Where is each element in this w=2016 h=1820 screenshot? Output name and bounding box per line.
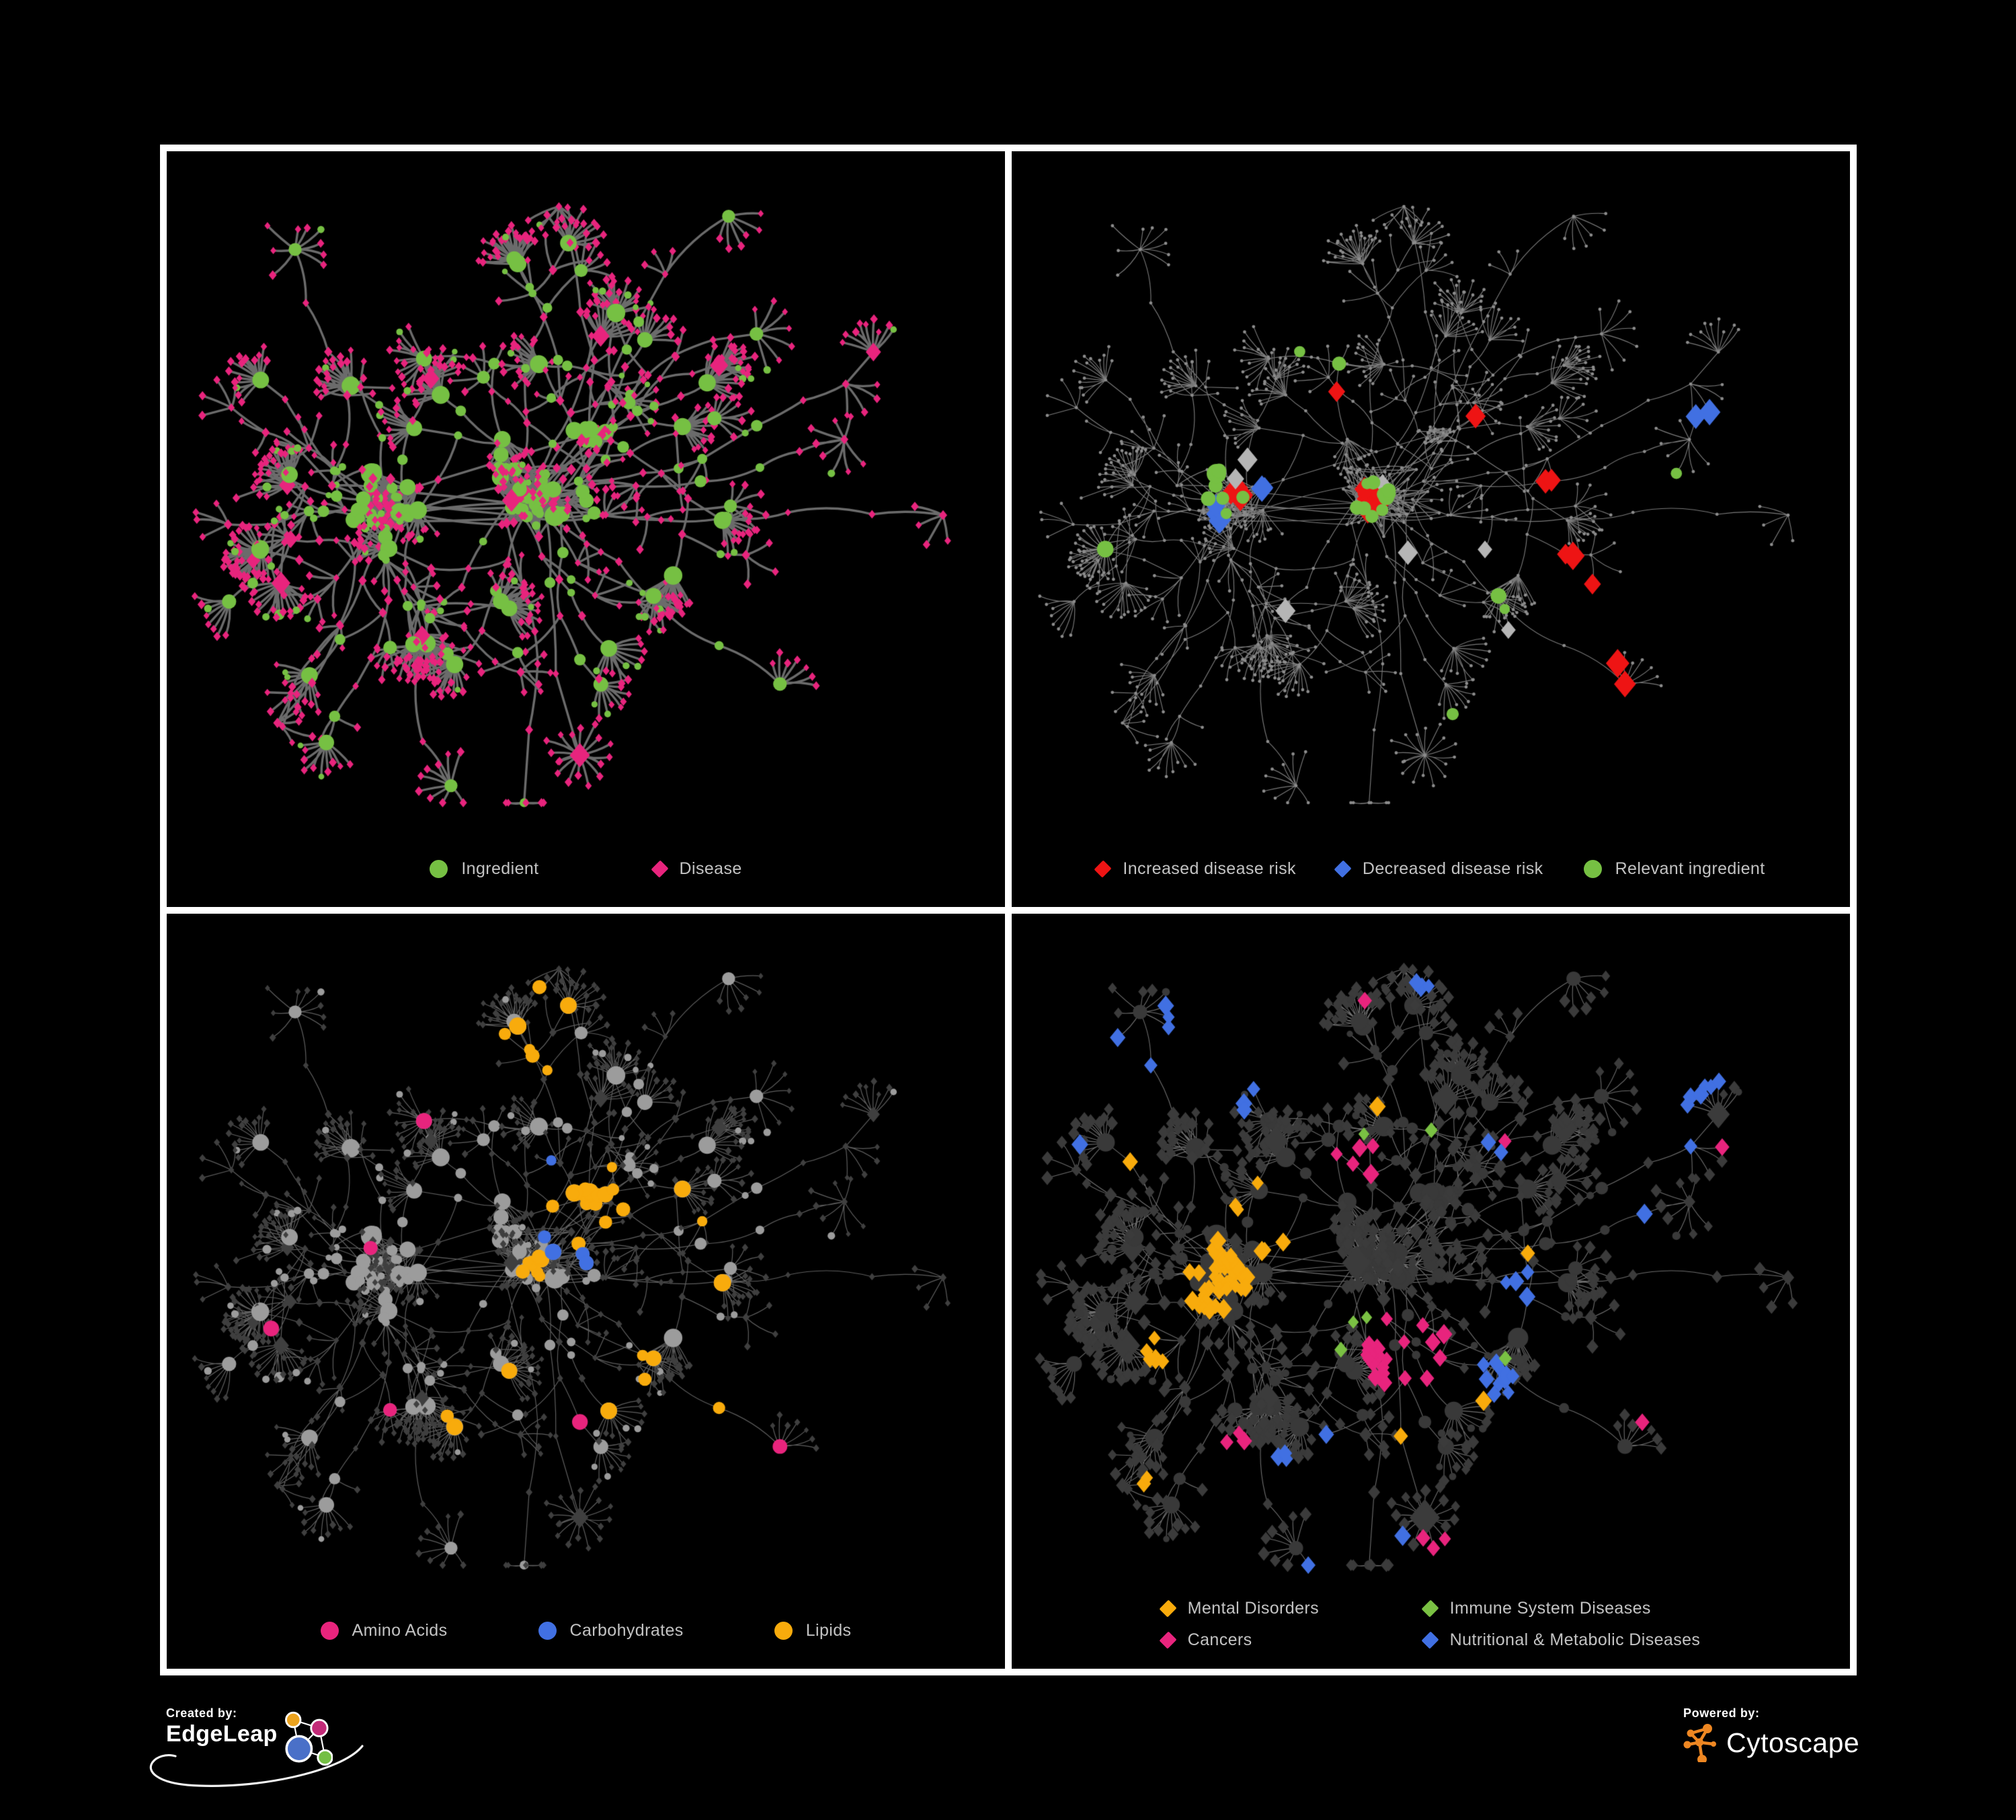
circle-marker-icon [774, 1622, 793, 1640]
panel-disease-classes: Mental Disorders Immune System Diseases Ca… [1012, 913, 1850, 1669]
edgeleap-lockup: Created by: EdgeLeap [149, 1706, 364, 1787]
network-canvas-nutrient-classes [167, 913, 1005, 1669]
network-canvas-disease-classes [1012, 913, 1850, 1669]
legend-ingredient-disease: Ingredient Disease [167, 859, 1005, 879]
legend-label: Increased disease risk [1123, 859, 1296, 878]
legend-label: Immune System Diseases [1449, 1599, 1651, 1618]
legend-item-nutritional-metabolic-diseases: Nutritional & Metabolic Diseases [1421, 1630, 1701, 1650]
cytoscape-lockup: Powered by: Cytoscape [1683, 1706, 1859, 1762]
diamond-marker-icon [1094, 859, 1112, 878]
legend-item-lipids: Lipids [774, 1621, 852, 1640]
legend-item-ingredient: Ingredient [430, 859, 538, 879]
circle-marker-icon [430, 859, 448, 878]
legend-nutrient-classes: Amino Acids Carbohydrates Lipids [167, 1621, 1005, 1640]
legend-label: Decreased disease risk [1362, 859, 1543, 878]
legend-item-carbohydrates: Carbohydrates [538, 1621, 684, 1640]
legend-label: Mental Disorders [1187, 1599, 1320, 1618]
network-canvas-ingredient-disease [167, 151, 1005, 907]
diamond-marker-icon [1159, 1631, 1177, 1649]
legend-label: Disease [679, 859, 742, 878]
legend-label: Relevant ingredient [1615, 859, 1765, 878]
legend-item-disease: Disease [650, 859, 742, 879]
network-canvas-disease-risk [1012, 151, 1850, 907]
legend-item-increased-disease-risk: Increased disease risk [1094, 859, 1296, 879]
legend-item-amino-acids: Amino Acids [320, 1621, 448, 1640]
circle-marker-icon [320, 1622, 339, 1640]
legend-label: Amino Acids [352, 1621, 448, 1640]
legend-disease-risk: Increased disease risk Decreased disease … [1012, 859, 1850, 879]
legend-label: Ingredient [461, 859, 539, 878]
legend-item-relevant-ingredient: Relevant ingredient [1583, 859, 1765, 879]
legend-label: Carbohydrates [569, 1621, 684, 1640]
circle-marker-icon [1583, 859, 1602, 878]
legend-disease-classes: Mental Disorders Immune System Diseases Ca… [1012, 1599, 1850, 1650]
legend-label: Lipids [805, 1621, 852, 1640]
panel-ingredient-disease: Ingredient Disease [167, 151, 1005, 907]
network-grid: Ingredient Disease Increased disease risk… [160, 145, 1857, 1675]
cytoscape-brand: Cytoscape [1726, 1727, 1860, 1758]
cytoscape-logo-icon [1683, 1724, 1716, 1762]
legend-label: Cancers [1187, 1630, 1252, 1649]
edgeleap-logo-icon [284, 1711, 333, 1766]
panel-disease-risk: Increased disease risk Decreased disease … [1012, 151, 1850, 907]
edgeleap-brand: EdgeLeap [166, 1721, 278, 1747]
legend-item-decreased-disease-risk: Decreased disease risk [1334, 859, 1543, 879]
diamond-marker-icon [1421, 1631, 1439, 1649]
legend-item-mental-disorders: Mental Disorders [1159, 1599, 1424, 1618]
created-by-label: Created by: [166, 1706, 237, 1720]
diamond-marker-icon [1334, 859, 1352, 878]
diamond-marker-icon [650, 859, 669, 878]
legend-item-immune-system-diseases: Immune System Diseases [1421, 1599, 1701, 1618]
circle-marker-icon [538, 1622, 557, 1640]
powered-by-label: Powered by: [1683, 1706, 1760, 1720]
diamond-marker-icon [1421, 1599, 1439, 1618]
diamond-marker-icon [1159, 1599, 1177, 1618]
legend-item-cancers: Cancers [1159, 1630, 1424, 1650]
legend-label: Nutritional & Metabolic Diseases [1449, 1630, 1701, 1649]
panel-nutrient-classes: Amino Acids Carbohydrates Lipids [167, 913, 1005, 1669]
